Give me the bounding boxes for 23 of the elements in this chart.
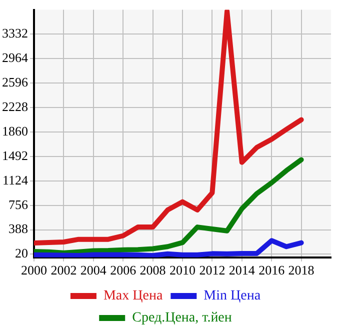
- y-tick-label: 20: [15, 246, 28, 261]
- legend-label: Сред.Цена, т.йен: [132, 310, 232, 326]
- x-tick-label: 2008: [140, 262, 166, 278]
- y-tick-label: 1492: [2, 148, 28, 163]
- x-tick-label: 2016: [258, 262, 286, 278]
- y-tick-label: 3332: [2, 26, 28, 41]
- y-tick-label: 2228: [2, 98, 28, 114]
- x-tick-label: 2000: [21, 262, 47, 278]
- y-tick-label: 388: [8, 221, 28, 236]
- y-tick-label: 2964: [2, 50, 28, 66]
- x-tick-label: 2014: [228, 262, 256, 278]
- x-tick-label: 2012: [199, 262, 226, 278]
- x-tick-label: 2010: [170, 262, 196, 278]
- x-tick-label: 2018: [288, 262, 314, 278]
- y-tick-label: 2596: [2, 74, 28, 90]
- y-tick-label: 1860: [2, 123, 28, 138]
- x-tick-label: 2006: [110, 262, 137, 278]
- x-tick-label: 2004: [80, 262, 107, 278]
- legend-label: Min Цена: [204, 288, 262, 304]
- y-tick-label: 756: [8, 196, 28, 212]
- legend-label: Max Цена: [103, 288, 164, 304]
- y-tick-label: 1124: [2, 172, 28, 188]
- x-tick-label: 2002: [50, 262, 77, 278]
